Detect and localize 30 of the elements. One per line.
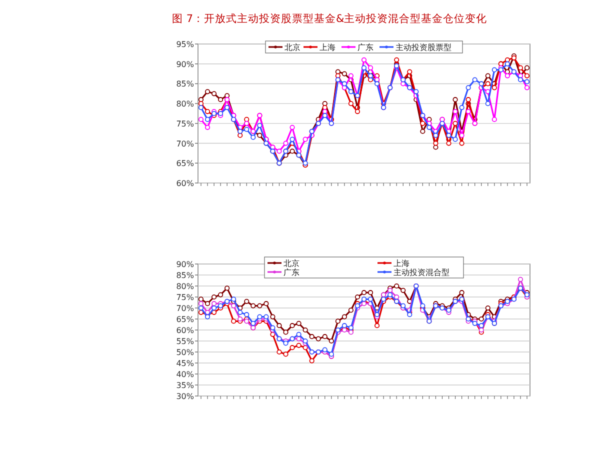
y-tick-label: 55% [176, 337, 194, 346]
legend-label: 上海 [394, 259, 410, 268]
chart-title: 图 7：开放式主动投资股票型基金&主动投资混合型基金仓位变化 [172, 12, 488, 25]
y-tick-label: 35% [176, 381, 194, 390]
y-tick-label: 50% [176, 348, 194, 357]
y-tick-label: 30% [176, 392, 194, 401]
y-tick-label: 70% [176, 139, 194, 148]
legend-label: 广东 [284, 268, 300, 277]
legend-label: 北京 [284, 259, 300, 268]
y-tick-label: 65% [176, 159, 194, 168]
y-tick-label: 80% [176, 100, 194, 109]
y-tick-label: 45% [176, 359, 194, 368]
y-tick-label: 85% [176, 271, 194, 280]
y-tick-label: 60% [176, 179, 194, 188]
y-tick-label: 40% [176, 370, 194, 379]
y-tick-label: 80% [176, 282, 194, 291]
y-tick-label: 95% [176, 40, 194, 49]
y-tick-label: 90% [176, 260, 194, 269]
y-tick-label: 70% [176, 304, 194, 313]
legend-label: 主动投资混合型 [394, 268, 450, 277]
y-tick-label: 85% [176, 80, 194, 89]
legend-label: 广东 [358, 43, 374, 52]
y-tick-label: 75% [176, 119, 194, 128]
y-tick-label: 75% [176, 293, 194, 302]
y-tick-label: 60% [176, 326, 194, 335]
legend-label: 主动投资股票型 [396, 43, 452, 52]
y-tick-label: 65% [176, 315, 194, 324]
legend-label: 上海 [320, 43, 336, 52]
y-tick-label: 90% [176, 60, 194, 69]
legend-label: 北京 [284, 43, 300, 52]
